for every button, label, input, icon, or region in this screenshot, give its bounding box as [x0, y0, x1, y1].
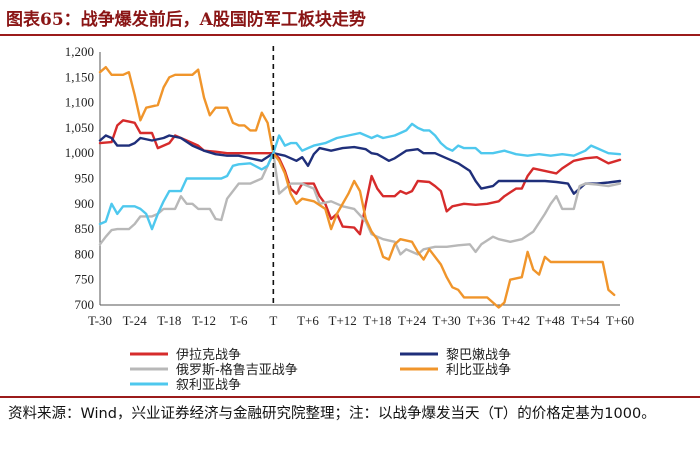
x-tick-label: T+36 — [467, 313, 496, 328]
y-tick-label: 1,200 — [65, 44, 94, 59]
legend-item-1: 伊拉克战争 — [130, 348, 241, 363]
x-tick-label: T+60 — [606, 313, 634, 328]
legend-label: 伊拉克战争 — [176, 348, 241, 363]
series-line-5 — [98, 122, 622, 231]
y-tick-label: 750 — [75, 272, 95, 287]
y-tick-label: 1,150 — [65, 69, 94, 84]
x-tick-label: T+12 — [329, 313, 357, 328]
y-tick-label: 900 — [75, 196, 95, 211]
legend-item-4: 利比亚战争 — [400, 363, 511, 378]
y-tick-label: 800 — [75, 246, 95, 261]
y-tick-label: 1,000 — [65, 145, 94, 160]
footer-rule — [0, 396, 700, 398]
y-tick-label: 1,050 — [65, 120, 94, 135]
y-tick-label: 1,100 — [65, 95, 94, 110]
legend-label: 黎巴嫩战争 — [446, 348, 511, 363]
x-tick-label: T+24 — [398, 313, 427, 328]
x-tick-label: T+42 — [502, 313, 530, 328]
legend-label: 俄罗斯-格鲁吉亚战争 — [176, 362, 298, 378]
legend-label: 叙利亚战争 — [176, 378, 241, 392]
y-tick-label: 950 — [75, 171, 95, 186]
page-title: 图表65：战争爆发前后，A股国防军工板块走势 — [6, 10, 366, 30]
legend-item-2: 黎巴嫩战争 — [400, 348, 511, 363]
x-tick-label: T-30 — [88, 313, 112, 328]
x-tick-label: T+18 — [363, 313, 391, 328]
legend-item-3: 俄罗斯-格鲁吉亚战争 — [130, 362, 298, 378]
x-tick-label: T-18 — [157, 313, 181, 328]
title-bar: 图表65：战争爆发前后，A股国防军工板块走势 — [0, 0, 700, 36]
y-tick-label: 850 — [75, 221, 95, 236]
x-tick-label: T+30 — [433, 313, 461, 328]
x-tick-label: T+48 — [537, 313, 565, 328]
x-tick-label: T — [269, 313, 277, 328]
x-tick-label: T-24 — [123, 313, 148, 328]
source-note: 资料来源：Wind，兴业证券经济与金融研究院整理；注：以战争爆发当天（T）的价格… — [8, 406, 656, 422]
y-tick-label: 700 — [75, 297, 95, 312]
series-line-2 — [98, 134, 622, 195]
x-tick-label: T-12 — [192, 313, 216, 328]
legend-label: 利比亚战争 — [446, 363, 511, 378]
legend-item-5: 叙利亚战争 — [130, 378, 241, 392]
x-tick-label: T-6 — [230, 313, 248, 328]
line-chart: 700 750 800 850 900 950 1,000 1,050 1,100 1,150 1,… — [65, 44, 634, 392]
x-tick-label: T+54 — [571, 313, 600, 328]
x-tick-label: T+6 — [297, 313, 319, 328]
series-line-1 — [98, 119, 622, 236]
series-line-3 — [98, 151, 622, 256]
series-line-4 — [98, 66, 616, 309]
